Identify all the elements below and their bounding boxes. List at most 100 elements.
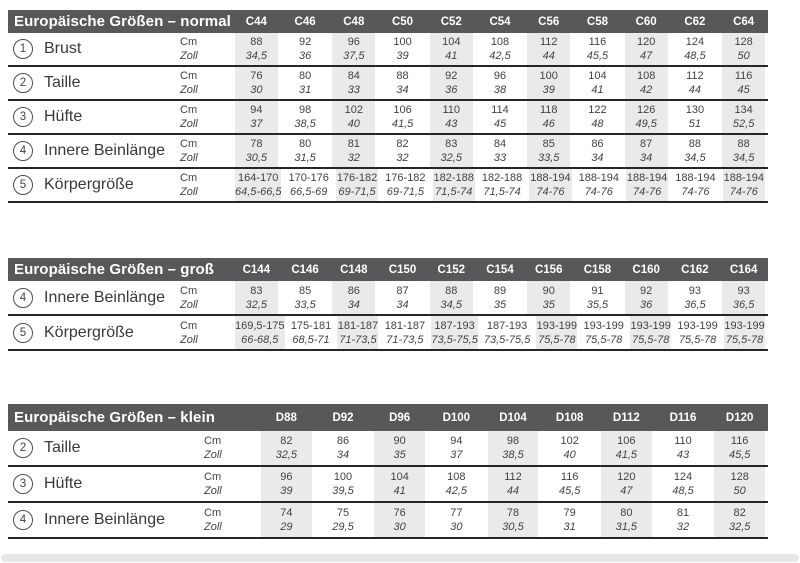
value-cm: 176-182 [336, 172, 378, 184]
value-cell: 134 52,5 [719, 101, 768, 133]
value-cm: 112 [504, 471, 522, 483]
value-cm: 74 [280, 507, 293, 519]
value-cm: 88 [250, 36, 263, 48]
value-cell: 188-194 74-76 [671, 169, 719, 201]
value-cell: 106 41,5 [598, 431, 655, 465]
value-cm: 108 [447, 471, 466, 483]
value-cell: 96 37,5 [329, 33, 378, 65]
row-number-badge: 5 [13, 175, 33, 195]
value-zoll: 32 [396, 152, 409, 164]
value-cell: 93 36,5 [719, 281, 768, 314]
size-column-header: D116 [669, 411, 697, 424]
horizontal-scrollbar[interactable] [1, 554, 799, 562]
value-cm: 118 [539, 104, 558, 116]
value-cm: 120 [617, 471, 636, 483]
value-cm: 104 [588, 70, 607, 82]
size-column-header: C152 [437, 263, 466, 276]
row-number-badge: 4 [13, 287, 33, 308]
value-cell: 176-182 69-71,5 [333, 169, 381, 201]
value-cm: 181-187 [384, 319, 426, 332]
value-cm: 94 [450, 435, 463, 447]
value-zoll: 48,5 [684, 50, 706, 62]
value-zoll: 45,5 [586, 50, 609, 62]
value-zoll: 34 [336, 449, 350, 461]
size-column-header: C146 [291, 263, 319, 276]
value-zoll: 52,5 [732, 118, 755, 130]
value-zoll: 39 [396, 50, 409, 62]
value-cell: 122 48 [573, 101, 622, 133]
value-cell: 80 31,5 [281, 135, 330, 167]
value-cm: 75 [336, 507, 350, 519]
row-label-cell: 5 Körpergröße [8, 169, 180, 201]
value-cm: 83 [445, 138, 458, 150]
size-column-header: C156 [534, 263, 563, 276]
value-zoll: 34,5 [440, 298, 462, 311]
value-cm: 98 [298, 104, 312, 116]
value-zoll: 49,5 [635, 118, 657, 130]
size-column-header: C44 [245, 15, 267, 28]
value-zoll: 44 [542, 50, 555, 62]
value-cell: 128 50 [711, 467, 768, 501]
row-label-cell: 4 Innere Beinlänge [8, 503, 204, 537]
value-cm: 187-193 [486, 319, 528, 332]
value-zoll: 38 [493, 84, 507, 96]
value-zoll: 34 [347, 298, 360, 311]
size-column-header: C48 [343, 15, 365, 28]
value-cell: 102 40 [329, 101, 378, 133]
value-cell: 86 34 [329, 281, 378, 314]
value-cell: 81 32 [329, 135, 378, 167]
value-cell: 87 34 [622, 135, 671, 167]
value-zoll: 46 [542, 118, 555, 130]
value-zoll: 31,5 [615, 521, 638, 533]
value-zoll: 69-71,5 [338, 186, 376, 198]
value-zoll: 74-76 [633, 186, 662, 198]
measurement-label: Körpergröße [44, 176, 134, 193]
value-cm: 182-188 [433, 172, 474, 184]
unit-label-zoll: Zoll [180, 298, 198, 311]
value-cm: 175-181 [290, 319, 332, 332]
value-cell: 169,5-175 66-68,5 [232, 316, 288, 349]
value-cell: 128 50 [719, 33, 768, 65]
value-cell: 118 46 [524, 101, 573, 133]
value-cm: 89 [493, 284, 507, 297]
value-cell: 94 37 [232, 101, 281, 133]
value-cm: 170-176 [288, 172, 329, 184]
unit-label-zoll: Zoll [180, 186, 198, 198]
value-cell: 75 29,5 [315, 503, 372, 537]
value-cm: 82 [280, 435, 293, 447]
value-zoll: 30 [450, 521, 463, 533]
unit-label-cell: Cm Zoll [204, 431, 258, 465]
value-zoll: 32 [676, 521, 690, 533]
value-zoll: 50 [737, 50, 750, 62]
value-zoll: 66-68,5 [241, 333, 279, 346]
value-cm: 164-170 [238, 172, 279, 184]
size-column-header: D120 [725, 411, 754, 424]
value-cm: 193-199 [724, 319, 765, 332]
row-number-badge: 4 [13, 510, 33, 530]
size-column-header: D88 [275, 411, 297, 424]
value-cell: 88 34,5 [719, 135, 768, 167]
value-cell: 116 45 [719, 67, 768, 99]
value-cell: 193-199 75,5-78 [533, 316, 580, 349]
value-cm: 116 [560, 471, 579, 483]
value-cell: 78 30,5 [485, 503, 542, 537]
value-cell: 104 41 [427, 33, 476, 65]
value-cell: 74 29 [258, 503, 315, 537]
value-zoll: 71,5-74 [435, 186, 473, 198]
value-cell: 104 41 [573, 67, 622, 99]
value-zoll: 41,5 [391, 118, 414, 130]
size-column-header: C50 [391, 15, 414, 28]
value-cell: 116 45,5 [573, 33, 622, 65]
row-number-badge: 1 [13, 39, 33, 59]
value-zoll: 48,5 [672, 485, 694, 497]
value-cm: 124 [685, 36, 705, 48]
value-zoll: 36,5 [684, 298, 706, 311]
value-cell: 100 39 [378, 33, 427, 65]
value-cm: 96 [347, 36, 360, 48]
value-cm: 193-199 [677, 319, 718, 332]
unit-label-zoll: Zoll [204, 521, 222, 533]
value-cm: 86 [336, 435, 350, 447]
value-zoll: 40 [563, 449, 576, 461]
value-cell: 90 35 [524, 281, 573, 314]
value-zoll: 33,5 [538, 152, 560, 164]
